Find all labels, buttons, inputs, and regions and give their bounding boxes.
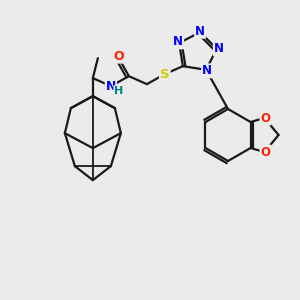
Text: O: O: [260, 112, 271, 124]
Text: N: N: [214, 42, 224, 56]
Text: N: N: [202, 64, 212, 77]
Text: N: N: [195, 25, 205, 38]
Text: O: O: [260, 146, 271, 158]
Text: N: N: [106, 80, 116, 93]
Text: S: S: [160, 68, 170, 81]
Text: O: O: [113, 50, 124, 63]
Text: H: H: [114, 86, 124, 96]
Text: N: N: [173, 35, 183, 48]
